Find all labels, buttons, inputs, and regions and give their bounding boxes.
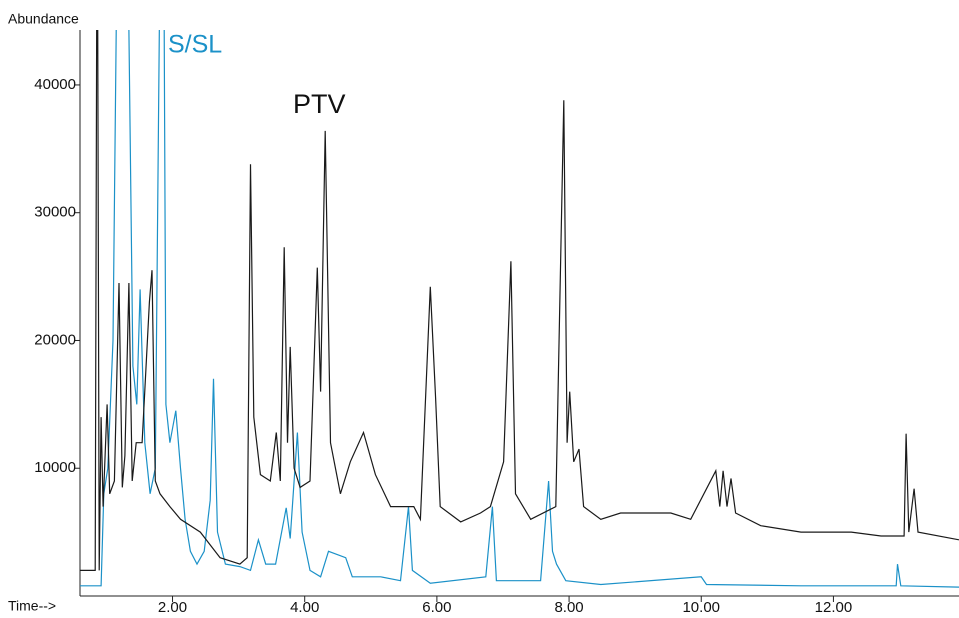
y-tick-label: 40000 (34, 76, 76, 93)
y-tick-label: 30000 (34, 204, 76, 221)
x-tick-label: 8.00 (554, 599, 583, 616)
x-tick-label: 10.00 (682, 599, 720, 616)
y-tick-label: 10000 (34, 459, 76, 476)
series-label: PTV (293, 89, 346, 119)
series-line (80, 30, 959, 588)
series-line (80, 30, 959, 571)
x-tick-label: 4.00 (290, 599, 319, 616)
y-tick-label: 20000 (34, 331, 76, 348)
x-tick-label: 12.00 (815, 599, 853, 616)
x-axis-label: Time--> (8, 598, 56, 614)
y-axis-label: Abundance (8, 11, 79, 27)
series-label: S/SL (168, 31, 222, 59)
x-tick-label: 2.00 (158, 599, 187, 616)
x-tick-label: 6.00 (422, 599, 451, 616)
